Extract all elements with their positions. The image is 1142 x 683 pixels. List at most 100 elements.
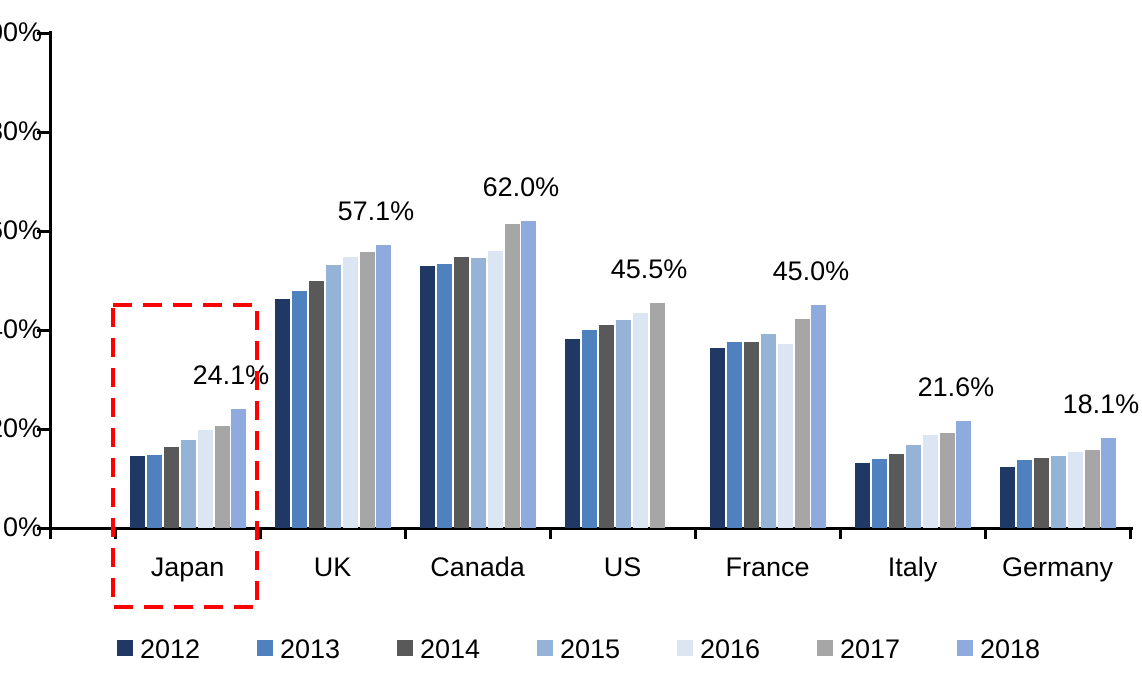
y-tick-label: 20% <box>0 413 42 443</box>
bar-uk-2015 <box>325 264 341 528</box>
bar-italy-2018 <box>956 421 972 528</box>
legend-swatch-2014 <box>397 640 413 656</box>
bar-canada-2013 <box>436 264 452 528</box>
x-axis <box>49 527 1133 530</box>
bar-us-2014 <box>598 325 614 528</box>
y-tick-label: 0% <box>2 512 42 542</box>
bar-france-2016 <box>777 343 793 528</box>
bar-uk-2018 <box>376 245 392 528</box>
category-label: UK <box>313 552 352 582</box>
bar-uk-2017 <box>359 251 375 528</box>
legend-item-2018: 2018 <box>957 634 1067 664</box>
bar-japan-2014 <box>163 447 179 528</box>
bar-japan-2013 <box>146 455 162 528</box>
bar-japan-2017 <box>214 425 230 528</box>
y-tick-mark <box>37 329 50 332</box>
data-label: 45.0% <box>772 256 850 287</box>
bar-japan-2012 <box>130 456 145 528</box>
bar-italy-2016 <box>922 434 938 528</box>
y-tick-mark <box>37 131 50 134</box>
x-tick-mark <box>694 527 697 539</box>
bar-france-2018 <box>811 305 827 528</box>
bar-germany-2015 <box>1050 455 1066 528</box>
data-label: 57.1% <box>337 196 415 227</box>
category-label: France <box>725 552 810 582</box>
legend-label: 2018 <box>980 634 1041 664</box>
bar-germany-2014 <box>1033 458 1049 528</box>
bar-canada-2014 <box>453 256 469 528</box>
bar-us-2017 <box>649 302 665 528</box>
bar-italy-2012 <box>855 462 870 528</box>
legend-item-2012: 2012 <box>117 634 227 664</box>
legend-label: 2012 <box>140 634 201 664</box>
legend-item-2014: 2014 <box>397 634 507 664</box>
bar-france-2015 <box>760 333 776 528</box>
bar-italy-2017 <box>939 432 955 528</box>
bar-japan-2018 <box>231 408 247 528</box>
bar-uk-2016 <box>342 256 358 528</box>
x-tick-mark <box>839 527 842 539</box>
bar-germany-2016 <box>1067 452 1083 528</box>
bar-germany-2012 <box>1000 467 1015 528</box>
category-label: Italy <box>887 552 938 582</box>
x-tick-mark <box>404 527 407 539</box>
bar-germany-2017 <box>1084 450 1100 528</box>
y-tick-mark <box>37 527 50 530</box>
bar-canada-2018 <box>521 221 537 528</box>
category-label: Germany <box>1001 552 1114 582</box>
bar-france-2017 <box>794 318 810 528</box>
bar-canada-2016 <box>487 250 503 528</box>
legend-label: 2013 <box>280 634 341 664</box>
category-label: Japan <box>150 552 225 582</box>
legend-item-2015: 2015 <box>537 634 647 664</box>
bar-uk-2012 <box>275 298 290 528</box>
bar-japan-2015 <box>180 439 196 528</box>
bar-us-2012 <box>565 339 580 528</box>
legend-swatch-2016 <box>677 640 693 656</box>
category-label: Canada <box>430 552 525 582</box>
data-label: 21.6% <box>917 372 995 403</box>
bar-france-2014 <box>743 342 759 528</box>
data-label: 45.5% <box>610 253 688 284</box>
bar-germany-2018 <box>1101 438 1117 528</box>
legend-label: 2016 <box>700 634 761 664</box>
x-tick-mark <box>984 527 987 539</box>
legend-swatch-2018 <box>957 640 973 656</box>
category-label: US <box>603 552 642 582</box>
x-tick-mark <box>1129 527 1132 539</box>
data-label: 18.1% <box>1062 389 1140 420</box>
bar-italy-2014 <box>888 453 904 528</box>
legend-label: 2014 <box>420 634 481 664</box>
bar-japan-2016 <box>197 429 213 528</box>
y-tick-mark <box>37 32 50 35</box>
x-tick-mark <box>114 527 117 539</box>
bar-italy-2013 <box>871 458 887 528</box>
legend-swatch-2017 <box>817 640 833 656</box>
legend-item-2017: 2017 <box>817 634 927 664</box>
legend-swatch-2013 <box>257 640 273 656</box>
y-axis <box>49 31 52 531</box>
data-label: 62.0% <box>482 172 560 203</box>
bar-canada-2017 <box>504 223 520 528</box>
x-tick-mark <box>259 527 262 539</box>
x-tick-mark <box>49 527 52 539</box>
bar-uk-2013 <box>291 291 307 528</box>
bar-uk-2014 <box>308 280 324 528</box>
legend-item-2013: 2013 <box>257 634 367 664</box>
x-tick-mark <box>549 527 552 539</box>
bar-canada-2012 <box>420 265 435 528</box>
legend-label: 2015 <box>560 634 621 664</box>
bar-us-2016 <box>632 312 648 528</box>
bar-france-2013 <box>726 342 742 528</box>
y-tick-mark <box>37 428 50 431</box>
bar-germany-2013 <box>1016 459 1032 528</box>
bar-italy-2015 <box>905 445 921 528</box>
legend-swatch-2015 <box>537 640 553 656</box>
y-tick-mark <box>37 230 50 233</box>
bar-canada-2015 <box>470 257 486 528</box>
legend-label: 2017 <box>840 634 901 664</box>
y-tick-label: 60% <box>0 215 42 245</box>
legend-item-2016: 2016 <box>677 634 787 664</box>
y-tick-label: 40% <box>0 314 42 344</box>
